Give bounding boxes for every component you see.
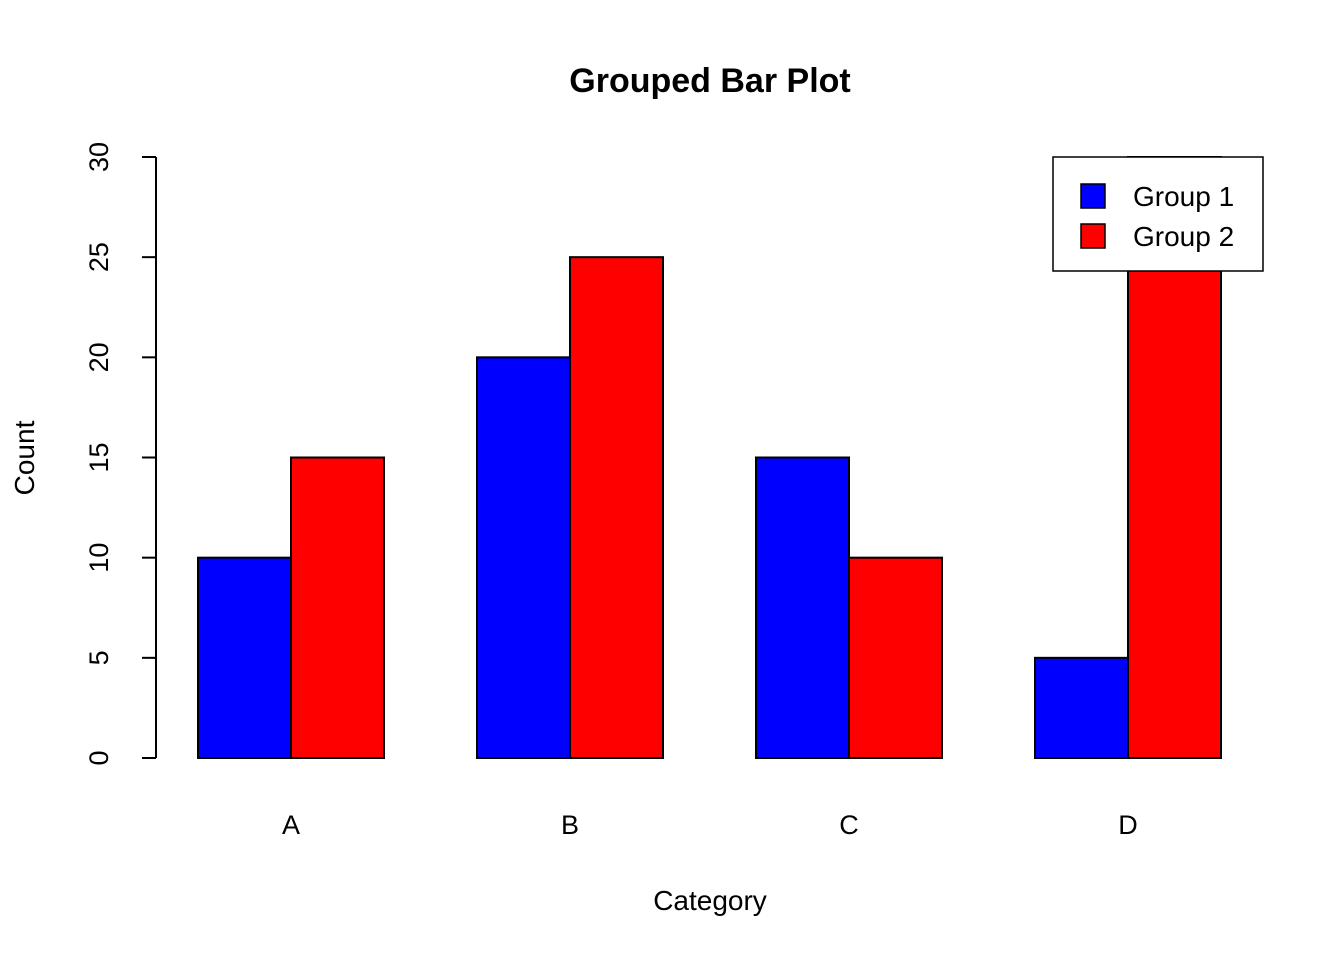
bar-b-group-1 xyxy=(476,356,571,759)
x-tick-labels: A B C D xyxy=(282,810,1138,840)
chart-title: Grouped Bar Plot xyxy=(569,62,850,100)
legend-label-group-1: Group 1 xyxy=(1133,181,1234,212)
y-tick-label: 30 xyxy=(84,142,114,172)
bars xyxy=(197,156,1222,760)
x-tick-label: B xyxy=(561,810,579,840)
bar-c-group-2 xyxy=(848,556,943,760)
bar-a-group-2 xyxy=(290,456,385,759)
x-tick-label: A xyxy=(282,810,300,840)
y-tick-label: 0 xyxy=(84,750,114,765)
bar-c-group-1 xyxy=(755,456,850,759)
x-tick-label: D xyxy=(1118,810,1138,840)
y-tick-label: 15 xyxy=(84,442,114,472)
bar-b-group-2 xyxy=(569,256,664,759)
legend: Group 1 Group 2 xyxy=(1052,156,1264,272)
y-tick-label: 5 xyxy=(84,650,114,665)
y-tick-label: 20 xyxy=(84,342,114,372)
legend-swatch-group-2 xyxy=(1080,223,1106,249)
x-axis-label: Category xyxy=(653,885,767,916)
x-tick-label: C xyxy=(839,810,859,840)
y-axis: 0 5 10 15 20 25 30 xyxy=(84,142,157,766)
y-tick-label: 25 xyxy=(84,242,114,272)
legend-swatch-group-1 xyxy=(1080,183,1106,209)
legend-label-group-2: Group 2 xyxy=(1133,221,1234,252)
bar-a-group-1 xyxy=(197,556,292,760)
bar-d-group-1 xyxy=(1034,656,1129,759)
y-tick-label: 10 xyxy=(84,543,114,573)
y-axis-label: Count xyxy=(9,420,40,495)
legend-box xyxy=(1052,156,1264,272)
